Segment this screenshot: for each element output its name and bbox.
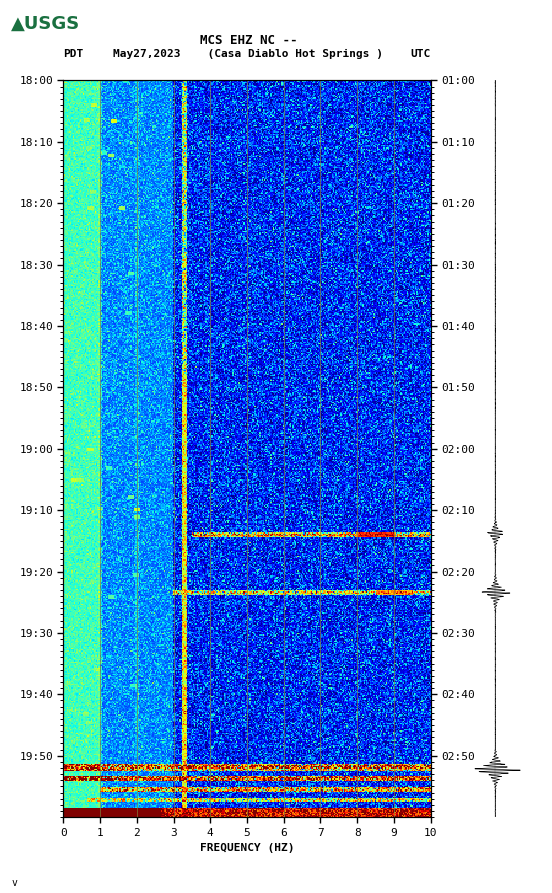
Text: v: v: [11, 878, 17, 888]
Text: MCS EHZ NC --: MCS EHZ NC --: [200, 34, 297, 46]
Text: May27,2023    (Casa Diablo Hot Springs ): May27,2023 (Casa Diablo Hot Springs ): [113, 48, 384, 59]
X-axis label: FREQUENCY (HZ): FREQUENCY (HZ): [200, 843, 294, 853]
Text: ▲USGS: ▲USGS: [11, 15, 80, 33]
Text: UTC: UTC: [410, 48, 431, 59]
Text: PDT: PDT: [63, 48, 84, 59]
